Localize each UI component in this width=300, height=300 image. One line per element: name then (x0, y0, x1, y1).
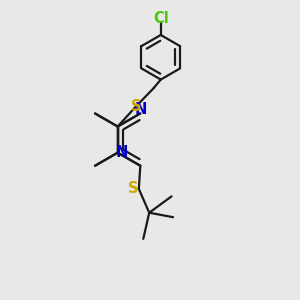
Text: S: S (128, 181, 139, 196)
Text: Cl: Cl (154, 11, 169, 26)
Text: N: N (134, 102, 146, 117)
Text: S: S (131, 99, 142, 114)
Text: N: N (116, 145, 128, 160)
